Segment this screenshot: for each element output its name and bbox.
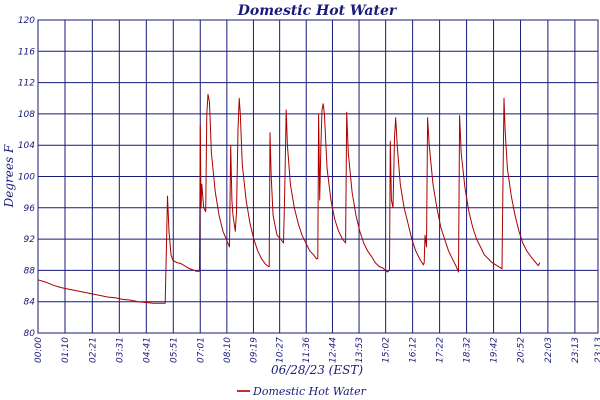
series-layer	[37, 93, 541, 304]
x-tick-label: 04:41	[142, 337, 152, 363]
x-tick-label: 11:36	[302, 337, 312, 363]
y-tick-label: 116	[18, 47, 35, 57]
x-tick-label: 10:27	[276, 337, 286, 363]
x-tick-label: 23:13	[594, 337, 600, 363]
plot-grid	[37, 19, 599, 334]
x-tick-label: 23:13	[571, 337, 581, 363]
x-axis-label: 06/28/23 (EST)	[271, 363, 363, 377]
y-tick-label: 104	[18, 141, 35, 151]
y-tick-label: 96	[24, 204, 36, 214]
x-tick-label: 20:52	[517, 337, 527, 363]
x-tick-label: 12:44	[328, 337, 338, 363]
y-tick-label: 120	[18, 16, 35, 26]
legend: Domestic Hot Water	[237, 385, 367, 398]
x-tick-label: 22:03	[544, 337, 554, 363]
x-tick-label: 17:22	[436, 337, 446, 363]
y-tick-label: 80	[24, 329, 36, 339]
x-tick-label: 08:10	[223, 337, 233, 363]
y-tick-label: 112	[18, 79, 35, 89]
x-tick-label: 07:01	[196, 337, 206, 363]
series-line-0	[37, 93, 541, 304]
y-tick-label: 92	[24, 235, 36, 245]
chart-title: Domestic Hot Water	[237, 3, 398, 19]
x-tick-label: 01:10	[61, 337, 71, 363]
x-tick-label: 00:00	[34, 337, 44, 363]
y-tick-label: 88	[24, 266, 36, 276]
y-tick-label: 108	[18, 110, 35, 120]
y-axis-label: Degrees F	[2, 144, 16, 208]
legend-label: Domestic Hot Water	[252, 385, 367, 398]
x-tick-label: 05:51	[169, 337, 179, 363]
y-tick-label: 84	[24, 298, 36, 308]
x-tick-label: 13:53	[355, 337, 365, 363]
x-tick-label: 15:02	[382, 337, 392, 363]
x-tick-label: 19:42	[490, 337, 500, 363]
y-tick-labels: 80 84 88 92 96 100 104 108 112 116 120	[18, 16, 35, 339]
x-tick-label: 03:31	[115, 337, 125, 363]
x-tick-label: 18:32	[463, 337, 473, 363]
x-tick-labels: 00:00 01:10 02:21 03:31 04:41 05:51 07:01 08:10…	[34, 337, 600, 363]
y-tick-label: 100	[18, 173, 35, 183]
x-tick-label: 02:21	[88, 337, 98, 363]
x-tick-label: 09:19	[249, 337, 259, 363]
x-tick-label: 16:12	[409, 337, 419, 363]
